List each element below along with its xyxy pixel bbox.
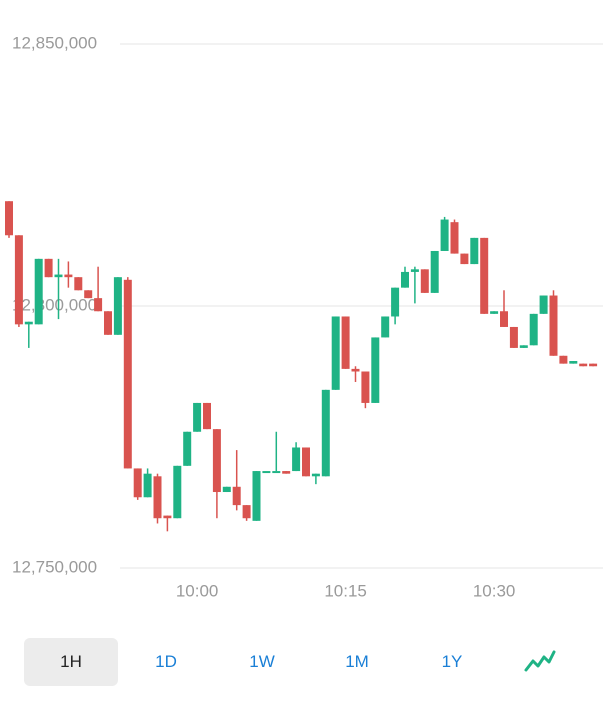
candle-body: [183, 431, 192, 466]
candle-body: [123, 279, 132, 469]
candle-body: [163, 515, 172, 519]
candle-body: [292, 447, 301, 472]
candle-body: [64, 274, 73, 278]
candle-body: [480, 237, 489, 314]
candle-body: [104, 311, 112, 335]
candle-body: [589, 363, 598, 367]
range-button[interactable]: 1D: [155, 652, 177, 671]
range-button[interactable]: 1H: [24, 638, 118, 686]
candle-body: [509, 326, 518, 348]
candle-body: [529, 313, 538, 346]
candle-body: [539, 295, 548, 314]
x-tick-label: 10:30: [473, 581, 516, 600]
candle-body: [193, 402, 202, 432]
candle-body: [74, 277, 83, 291]
candle-body: [450, 222, 459, 254]
range-button[interactable]: 1M: [345, 652, 369, 671]
candle-body: [440, 219, 449, 251]
candle-body: [341, 316, 350, 369]
candle-body: [203, 402, 211, 430]
candle-body: [361, 371, 370, 403]
chart: 12,750,000 12,800,000 12,850,000 10:00 10:15…: [5, 33, 603, 600]
range-button[interactable]: 1Y: [441, 652, 463, 671]
candle-body: [430, 250, 439, 293]
candle-body: [133, 468, 142, 498]
candle-body: [262, 471, 271, 474]
candle-body: [321, 389, 330, 477]
candle-body: [24, 321, 33, 325]
candle-body: [54, 274, 63, 278]
range-button[interactable]: 1W: [249, 652, 275, 671]
candle-body: [410, 269, 419, 272]
candle-body: [331, 316, 340, 390]
candle-body: [222, 486, 231, 493]
candle-body: [272, 471, 281, 474]
x-tick-label: 10:00: [176, 581, 219, 600]
candle-body: [84, 290, 93, 299]
candle-body: [460, 253, 469, 265]
candle-body: [143, 473, 152, 498]
candle-body: [381, 316, 390, 338]
candle-body: [302, 447, 310, 477]
candle-body: [351, 368, 360, 372]
candle-body: [94, 298, 103, 312]
candle-body: [549, 295, 558, 356]
chart-style-toggle[interactable]: [522, 648, 556, 676]
candle-body: [282, 471, 291, 474]
candle-body: [391, 287, 400, 317]
candle-body: [420, 269, 429, 293]
candle-body: [569, 361, 578, 364]
candle-body: [519, 345, 528, 348]
candle-body: [44, 258, 53, 278]
candle-body: [5, 201, 13, 236]
candle-body: [14, 235, 23, 325]
y-tick-label: 12,750,000: [12, 557, 97, 576]
candle-body: [173, 465, 182, 519]
candle-body: [252, 471, 261, 521]
candle-body: [470, 237, 479, 265]
candle-body: [579, 363, 588, 367]
candle-body: [559, 355, 568, 364]
candle-body: [401, 271, 409, 288]
range-bar: 1H 1D 1W 1M 1Y: [0, 638, 603, 686]
candle-body: [371, 337, 380, 403]
x-tick-label: 10:15: [324, 581, 367, 600]
candle-body: [113, 277, 122, 335]
candle-body: [212, 429, 221, 493]
candle-body: [34, 258, 43, 325]
candle-body: [232, 486, 241, 506]
candle-body: [500, 311, 508, 327]
candle-body: [490, 311, 499, 314]
y-tick-label: 12,850,000: [12, 33, 97, 52]
y-tick-label: 12,800,000: [12, 295, 97, 314]
candle-body: [153, 476, 162, 519]
candle-body: [311, 473, 320, 477]
candle-body: [242, 505, 251, 519]
